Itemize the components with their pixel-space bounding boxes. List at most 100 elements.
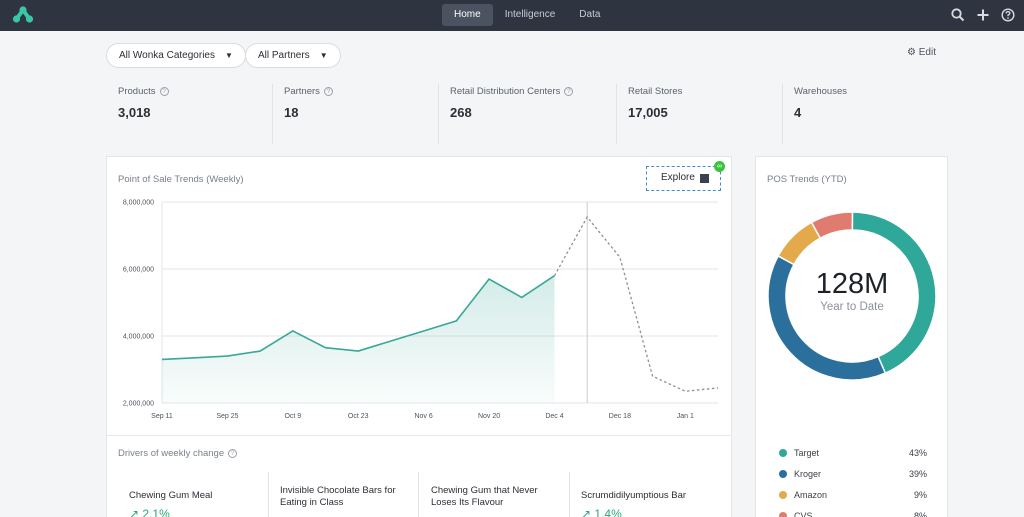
app-logo-icon[interactable] — [12, 5, 34, 25]
top-icons — [950, 7, 1016, 23]
kpi-label: Warehouses — [794, 86, 847, 97]
plus-icon[interactable] — [975, 7, 991, 23]
x-tick-label: Dec 4 — [545, 413, 563, 420]
kpi-label-text: Retail Distribution Centers — [450, 86, 561, 97]
kpi-label: Retail Stores — [628, 86, 682, 97]
kpi-partners: Partners? 18 — [284, 86, 333, 144]
x-tick-label: Oct 23 — [348, 413, 369, 420]
pos-weekly-line-chart: 8,000,000 6,000,000 4,000,000 2,000,000 Sep … — [123, 200, 719, 420]
kpi-label-text: Retail Stores — [628, 86, 683, 97]
edit-button[interactable]: ⚙ Edit — [907, 47, 936, 58]
help-icon[interactable]: ? — [159, 87, 169, 96]
driver-item[interactable]: Chewing Gum that Never Loses Its Flavour — [431, 485, 538, 508]
kpi-value: 3,018 — [118, 105, 151, 120]
divider — [782, 84, 783, 144]
x-tick-label: Nov 6 — [414, 413, 432, 420]
legend-percent: 43% — [908, 448, 927, 458]
legend-label: Kroger — [794, 469, 822, 479]
donut-center-value: 128M — [815, 268, 889, 300]
x-tick-label: Nov 20 — [478, 413, 500, 420]
divider — [268, 472, 269, 517]
nav-data[interactable]: Data — [579, 9, 601, 20]
pos-trends-weekly-title: Point of Sale Trends (Weekly) — [118, 174, 244, 185]
explore-button[interactable]: Explore — [646, 166, 721, 191]
kpi-label-text: Partners — [284, 86, 320, 97]
categories-filter-dropdown[interactable]: All Wonka Categories ▼ — [106, 43, 246, 68]
legend-label: Amazon — [794, 490, 828, 500]
x-tick-label: Jan 1 — [677, 413, 694, 420]
y-tick-label: 6,000,000 — [123, 267, 154, 274]
kpi-value: 18 — [284, 105, 299, 120]
kpi-warehouses: Warehouses 4 — [794, 86, 847, 144]
help-icon[interactable] — [1000, 7, 1016, 23]
driver-change-value: 2.1% — [142, 507, 170, 517]
explore-icon — [700, 174, 709, 183]
x-tick-label: Sep 11 — [151, 413, 173, 420]
kpi-label-text: Warehouses — [794, 86, 847, 97]
partners-filter-label: All Partners — [258, 50, 310, 61]
x-tick-label: Dec 18 — [609, 413, 631, 420]
link-icon[interactable]: ∞ — [714, 161, 725, 172]
legend-label: Target — [794, 448, 820, 458]
chevron-down-icon: ▼ — [319, 51, 328, 60]
kpi-label: Retail Distribution Centers? — [450, 86, 574, 97]
help-icon[interactable]: ? — [564, 87, 574, 96]
nav-intelligence[interactable]: Intelligence — [504, 9, 556, 20]
y-tick-label: 4,000,000 — [123, 334, 154, 341]
top-navigation-bar: Home Intelligence Data — [0, 0, 1024, 31]
legend-percent: 39% — [908, 469, 927, 479]
series-line-forecast — [553, 215, 719, 392]
series-line-actual — [161, 275, 555, 361]
help-icon[interactable]: ? — [323, 87, 333, 96]
legend-percent: 8% — [913, 511, 927, 517]
divider — [418, 472, 419, 517]
legend-item-amazon[interactable]: Amazon 9% — [779, 490, 927, 502]
nav-home[interactable]: Home — [442, 4, 493, 26]
legend-swatch — [779, 470, 787, 478]
driver-item[interactable]: Invisible Chocolate Bars for Eating in C… — [280, 485, 396, 508]
donut-slice-cvs — [810, 211, 854, 240]
drivers-title-text: Drivers of weekly change — [118, 448, 225, 459]
legend-label: CVS — [794, 511, 813, 517]
legend-item-kroger[interactable]: Kroger 39% — [779, 469, 927, 481]
divider — [106, 435, 732, 436]
driver-change-value: 1.4% — [594, 507, 622, 517]
kpi-retail-stores: Retail Stores 17,005 — [628, 86, 682, 144]
help-icon[interactable]: ? — [228, 449, 238, 458]
divider — [569, 472, 570, 517]
driver-item[interactable]: Scrumdidilyumptious Bar — [581, 490, 687, 501]
donut-slice-amazon — [777, 221, 822, 266]
edit-label: Edit — [918, 47, 936, 58]
legend-swatch — [779, 512, 787, 517]
legend-swatch — [779, 449, 787, 457]
chevron-down-icon: ▼ — [224, 51, 233, 60]
drivers-title: Drivers of weekly change? — [118, 448, 238, 459]
y-tick-label: 2,000,000 — [123, 401, 154, 408]
series-area — [162, 275, 555, 403]
legend-item-target[interactable]: Target 43% — [779, 448, 927, 460]
driver-change: ↗ 2.1% — [129, 507, 170, 517]
search-icon[interactable] — [950, 7, 966, 23]
divider — [438, 84, 439, 144]
partners-filter-dropdown[interactable]: All Partners ▼ — [245, 43, 341, 68]
x-tick-label: Sep 25 — [216, 413, 238, 420]
kpi-value: 4 — [794, 105, 802, 120]
kpi-retail-distribution-centers: Retail Distribution Centers? 268 — [450, 86, 574, 144]
main-nav: Home Intelligence Data — [442, 4, 612, 26]
pos-ytd-donut-chart — [767, 211, 937, 381]
divider — [272, 84, 273, 144]
kpi-label: Products? — [118, 86, 169, 97]
kpi-products: Products? 3,018 — [118, 86, 169, 144]
y-tick-label: 8,000,000 — [123, 200, 154, 207]
driver-item[interactable]: Chewing Gum Meal — [129, 490, 213, 501]
kpi-label: Partners? — [284, 86, 333, 97]
categories-filter-label: All Wonka Categories — [119, 50, 215, 61]
legend-item-cvs[interactable]: CVS 8% — [779, 511, 927, 517]
kpi-value: 17,005 — [628, 105, 668, 120]
legend-swatch — [779, 491, 787, 499]
gear-icon: ⚙ — [907, 47, 916, 58]
pos-trends-ytd-title: POS Trends (YTD) — [767, 174, 847, 185]
x-tick-label: Oct 9 — [284, 413, 301, 420]
driver-change: ↗ 1.4% — [581, 507, 622, 517]
kpi-label-text: Products — [118, 86, 156, 97]
